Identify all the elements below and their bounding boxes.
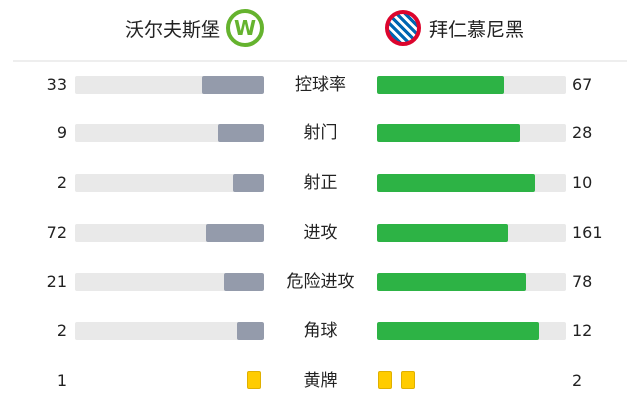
away-bar-fill — [377, 273, 526, 291]
stat-row-yellow-cards: 1 黄牌 2 — [0, 371, 640, 391]
home-value: 1 — [56, 371, 67, 390]
away-bar-track — [377, 224, 566, 242]
stat-label: 进攻 — [303, 223, 338, 243]
home-bar-track — [75, 76, 264, 94]
home-value: 72 — [46, 223, 67, 242]
stat-label: 角球 — [303, 321, 338, 341]
stat-label: 黄牌 — [303, 371, 338, 391]
stat-label: 射门 — [303, 123, 338, 143]
home-bar-track — [75, 124, 264, 142]
divider — [13, 60, 627, 62]
stat-row: 9 射门 28 — [0, 123, 640, 143]
away-bar-fill — [377, 322, 539, 340]
home-bar-fill — [218, 124, 264, 142]
home-bar-fill — [223, 273, 264, 291]
home-value: 33 — [46, 75, 67, 94]
away-value: 67 — [572, 75, 593, 94]
away-value: 161 — [572, 223, 603, 242]
home-bar-track — [75, 322, 264, 340]
away-value: 28 — [572, 123, 593, 142]
away-value: 2 — [572, 371, 583, 390]
away-bar-track — [377, 76, 566, 94]
stat-row: 2 射正 10 — [0, 173, 640, 193]
home-bar-fill — [237, 322, 264, 340]
stat-row: 33 控球率 67 — [0, 75, 640, 95]
away-bar-fill — [377, 174, 535, 192]
away-bar-track — [377, 273, 566, 291]
home-bar-track — [75, 273, 264, 291]
home-value: 9 — [56, 123, 67, 142]
away-bar-track — [377, 322, 566, 340]
stat-label: 危险进攻 — [286, 272, 355, 292]
away-team: 拜仁慕尼黑 — [385, 8, 524, 48]
home-bar-track — [75, 224, 264, 242]
home-team-name: 沃尔夫斯堡 — [125, 18, 221, 41]
away-value: 12 — [572, 321, 593, 340]
yellow-card-icon — [247, 371, 261, 389]
away-bar-track — [377, 174, 566, 192]
yellow-card-icon — [401, 371, 415, 389]
bayern-logo-icon — [385, 10, 421, 46]
away-bar-track — [377, 124, 566, 142]
stat-label: 控球率 — [295, 75, 346, 95]
stat-label: 射正 — [303, 173, 338, 193]
stat-row: 72 进攻 161 — [0, 223, 640, 243]
home-value: 2 — [56, 321, 67, 340]
wolfsburg-logo-icon: W — [226, 9, 265, 47]
yellow-card-icon — [378, 371, 392, 389]
home-value: 21 — [46, 272, 67, 291]
home-team: 沃尔夫斯堡 W — [125, 8, 265, 48]
away-bar-fill — [377, 124, 521, 142]
home-bar-fill — [205, 224, 264, 242]
home-value: 2 — [56, 173, 67, 192]
home-bar-fill — [232, 174, 264, 192]
away-team-name: 拜仁慕尼黑 — [429, 18, 525, 41]
away-bar-fill — [377, 224, 508, 242]
home-bar-track — [75, 174, 264, 192]
away-bar-fill — [377, 76, 504, 94]
stat-row: 2 角球 12 — [0, 321, 640, 341]
away-value: 78 — [572, 272, 593, 291]
home-bar-fill — [201, 76, 264, 94]
stat-row: 21 危险进攻 78 — [0, 272, 640, 292]
away-value: 10 — [572, 173, 593, 192]
